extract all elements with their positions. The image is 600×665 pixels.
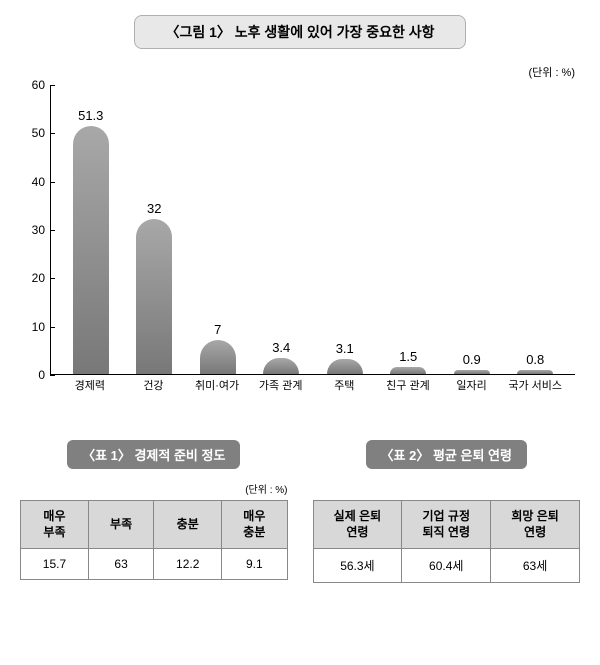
table2: 실제 은퇴연령기업 규정퇴직 연령희망 은퇴연령 56.3세60.4세63세 [313,500,581,583]
table-header-cell: 매우부족 [21,501,89,549]
table-data-cell: 12.2 [154,549,222,580]
chart-unit: (단위 : %) [10,64,590,80]
bar [73,126,109,374]
table-data-cell: 60.4세 [402,549,491,583]
bar-value-label: 0.9 [463,352,481,367]
x-category-label: 일자리 [444,380,500,393]
bar-value-label: 3.4 [272,340,290,355]
table1-block: 〈표 1〉 경제적 준비 정도 (단위 : %) 매우부족부족충분매우충분 15… [20,440,288,583]
y-tick-mark [50,375,55,376]
bar [454,370,490,374]
bar-value-label: 51.3 [78,108,103,123]
table2-block: 〈표 2〉 평균 은퇴 연령 실제 은퇴연령기업 규정퇴직 연령희망 은퇴연령 … [313,440,581,583]
table-header-cell: 충분 [154,501,222,549]
tables-row: 〈표 1〉 경제적 준비 정도 (단위 : %) 매우부족부족충분매우충분 15… [20,440,580,583]
table1-unit: (단위 : %) [20,481,288,495]
bar-value-label: 7 [214,322,221,337]
bar [517,370,553,374]
x-category-label: 국가 서비스 [507,380,563,393]
x-category-label: 친구 관계 [380,380,436,393]
bar-value-label: 1.5 [399,349,417,364]
bars-container: 51.3 32 7 3.4 3.1 1.5 0.9 0.8 [51,85,575,374]
bar-value-label: 3.1 [336,341,354,356]
bar [327,359,363,374]
table1-data-row: 15.76312.29.1 [21,549,288,580]
table1: 매우부족부족충분매우충분 15.76312.29.1 [20,500,288,580]
bar [263,358,299,374]
bar [136,219,172,374]
bar [200,340,236,374]
bar-group: 3.1 [317,341,373,374]
bar-chart: 0102030405060 51.33273.43.11.50.90.8 경제력… [20,85,580,415]
table1-header-row: 매우부족부족충분매우충분 [21,501,288,549]
bar-group: 32 [126,201,182,374]
table2-header-row: 실제 은퇴연령기업 규정퇴직 연령희망 은퇴연령 [313,501,580,549]
x-category-label: 주택 [316,380,372,393]
y-tick-label: 40 [32,175,45,189]
table-data-cell: 9.1 [222,549,287,580]
y-tick-label: 20 [32,271,45,285]
x-category-label: 가족 관계 [253,380,309,393]
bar [390,367,426,374]
table-data-cell: 63 [88,549,153,580]
x-category-label: 경제력 [62,380,118,393]
bar-group: 3.4 [253,340,309,374]
y-tick-label: 10 [32,320,45,334]
y-axis: 0102030405060 [20,85,50,375]
bar-group: 0.9 [444,352,500,374]
x-category-label: 취미·여가 [189,380,245,393]
y-tick-label: 60 [32,78,45,92]
table-header-cell: 실제 은퇴연령 [313,501,402,549]
chart-title: 〈그림 1〉 노후 생활에 있어 가장 중요한 사항 [165,24,434,40]
table1-title: 〈표 1〉 경제적 준비 정도 [67,440,240,469]
x-labels: 경제력 건강 취미·여가 가족 관계 주택 친구 관계 일자리 국가 서비스 [50,380,575,393]
y-tick-label: 50 [32,126,45,140]
y-tick-label: 0 [38,368,45,382]
table-header-cell: 부족 [88,501,153,549]
table-data-cell: 15.7 [21,549,89,580]
table-header-cell: 기업 규정퇴직 연령 [402,501,491,549]
bar-group: 1.5 [380,349,436,374]
table2-title: 〈표 2〉 평균 은퇴 연령 [366,440,527,469]
x-category-label: 건강 [125,380,181,393]
bar-group: 51.3 [63,108,119,374]
y-tick-label: 30 [32,223,45,237]
table2-unit [313,481,581,495]
table-data-cell: 56.3세 [313,549,402,583]
bar-group: 0.8 [507,352,563,374]
bar-value-label: 32 [147,201,161,216]
bar-value-label: 0.8 [526,352,544,367]
bar-group: 7 [190,322,246,374]
table-header-cell: 희망 은퇴연령 [491,501,580,549]
chart-title-box: 〈그림 1〉 노후 생활에 있어 가장 중요한 사항 [134,15,465,49]
table-header-cell: 매우충분 [222,501,287,549]
table-data-cell: 63세 [491,549,580,583]
table2-data-row: 56.3세60.4세63세 [313,549,580,583]
plot-area: 51.3 32 7 3.4 3.1 1.5 0.9 0.8 [50,85,575,375]
